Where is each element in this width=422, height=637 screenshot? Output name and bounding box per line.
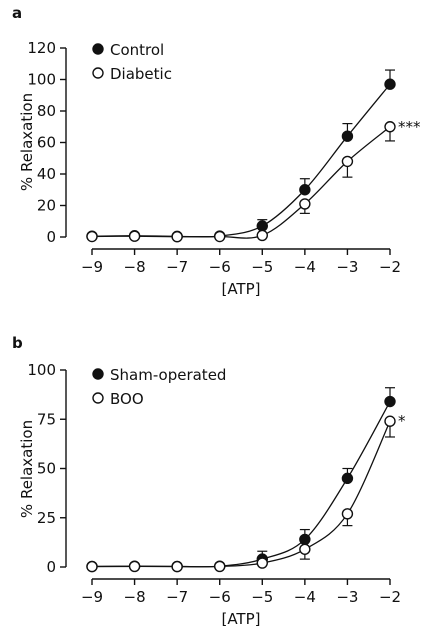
y-tick-label: 75 [37, 410, 56, 428]
data-point-open [299, 198, 311, 210]
x-tick-label: −6 [209, 588, 231, 606]
x-tick-label: −4 [294, 588, 316, 606]
data-point-open [214, 560, 226, 573]
x-tick-label: −9 [81, 258, 103, 276]
legend-marker [92, 392, 104, 404]
y-tick-label: 80 [37, 102, 56, 120]
data-point-open [171, 560, 183, 573]
data-point-filled [299, 533, 311, 546]
y-tick-label: 50 [37, 460, 56, 478]
x-tick-label: −9 [81, 588, 103, 606]
x-tick-label: −7 [166, 258, 188, 276]
x-tick-label: −4 [294, 258, 316, 276]
series-line-boo [91, 420, 391, 568]
legend-marker [92, 368, 104, 380]
x-tick-label: −6 [209, 258, 231, 276]
y-axis-label: % Relaxation [18, 93, 36, 191]
y-tick-label: 40 [37, 165, 56, 183]
significance-annotation: *** [398, 118, 421, 136]
legend-label: Control [110, 41, 164, 59]
data-point-filled [299, 184, 311, 196]
data-point-filled [256, 220, 268, 232]
legend-label: Sham-operated [110, 366, 226, 384]
x-tick-label: −3 [336, 258, 358, 276]
y-tick-label: 120 [27, 39, 56, 57]
legend-label: BOO [110, 390, 144, 408]
y-tick-label: 100 [27, 71, 56, 89]
y-tick-label: 0 [46, 558, 56, 576]
x-tick-label: −5 [251, 588, 273, 606]
y-axis-label: % Relaxation [18, 420, 36, 518]
data-point-open [86, 230, 98, 243]
data-point-open [384, 121, 396, 133]
data-point-open [256, 557, 268, 569]
legend-marker [92, 67, 104, 79]
data-point-open [128, 230, 141, 242]
data-point-open [299, 543, 311, 555]
data-point-open [341, 155, 354, 168]
y-tick-label: 100 [27, 361, 56, 379]
legend-marker [92, 43, 104, 55]
y-tick-label: 25 [37, 509, 56, 527]
panel-a: a 0 20 40 60 80 100 120 −9 −8 −7 −6 −5 −4 −3 −2 [ATP] % R… [12, 4, 421, 298]
x-tick-label: −5 [251, 258, 273, 276]
data-point-open [256, 229, 268, 242]
data-point-open [341, 508, 354, 520]
x-tick-label: −2 [379, 588, 401, 606]
significance-annotation: * [398, 412, 406, 430]
y-tick-label: 0 [46, 228, 56, 246]
x-tick-label: −8 [124, 588, 146, 606]
y-tick-label: 20 [37, 197, 56, 215]
series-line-sham-operated [91, 401, 391, 568]
x-tick-label: −7 [166, 588, 188, 606]
data-point-open [128, 560, 141, 573]
legend-label: Diabetic [110, 65, 172, 83]
data-point-open [384, 415, 396, 427]
x-tick-label: −8 [124, 258, 146, 276]
data-point-filled [341, 472, 354, 485]
data-point-filled [384, 395, 396, 408]
panel-b: b 0 25 50 75 100 −9 −8 −7 −6 −5 −4 −3 −2 [ATP] % Relaxa… [12, 334, 406, 628]
data-point-open [214, 230, 226, 243]
x-tick-label: −2 [379, 258, 401, 276]
x-axis-label: [ATP] [221, 610, 260, 628]
data-point-open [86, 560, 98, 573]
y-tick-label: 60 [37, 134, 56, 152]
panel-label: a [12, 4, 22, 22]
x-axis-label: [ATP] [221, 280, 260, 298]
data-point-open [171, 230, 183, 243]
data-point-filled [384, 78, 396, 90]
series-line-diabetic [91, 126, 391, 239]
panel-label: b [12, 334, 23, 352]
data-point-filled [341, 130, 354, 142]
x-tick-label: −3 [336, 588, 358, 606]
